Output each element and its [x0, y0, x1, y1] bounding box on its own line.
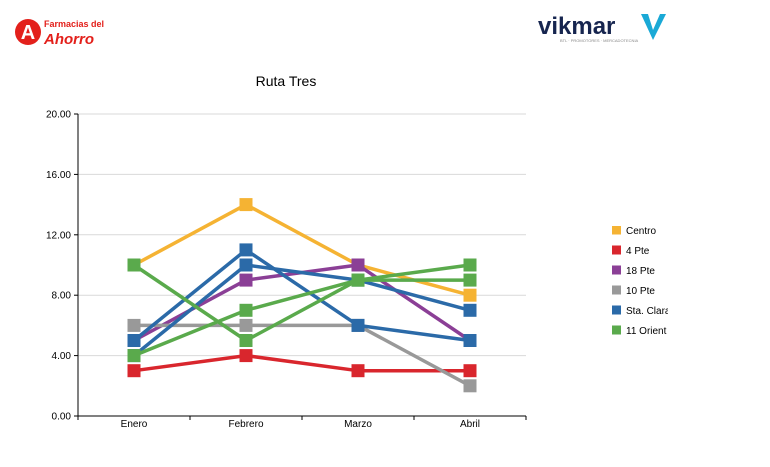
data-point	[127, 349, 141, 363]
legend-label: 18 Pte	[626, 266, 655, 277]
data-point	[463, 334, 477, 347]
axes: 0.00 4.00 8.00 12.00 16.00 20.00 Enero Febrero M…	[46, 110, 527, 430]
data-point	[239, 243, 253, 257]
series-line	[133, 263, 471, 358]
data-point	[127, 258, 141, 272]
vikmar-logo: vikmar BTL · PROMOTORES · MERCADOTECNIA	[538, 13, 666, 43]
series-group	[127, 198, 477, 393]
y-tick-label: 4.00	[52, 351, 72, 362]
data-point	[239, 318, 253, 332]
series-line	[134, 323, 471, 388]
data-point	[239, 303, 253, 317]
series-line	[133, 263, 470, 343]
legend-swatch	[612, 285, 621, 295]
farmacias-del-ahorro-logo: A Farmacias del Ahorro	[15, 19, 104, 48]
data-point	[463, 303, 477, 317]
vikmar-wordmark: vikmar	[538, 13, 615, 40]
y-tick-label: 16.00	[46, 170, 71, 181]
legend-swatch	[612, 245, 621, 255]
y-tick-label: 20.00	[46, 110, 71, 121]
data-point	[463, 288, 477, 302]
series-line	[132, 263, 471, 357]
data-point	[463, 273, 477, 287]
legend-swatch	[612, 265, 621, 275]
data-point	[239, 198, 253, 212]
legend-label: 11 Orient	[626, 326, 667, 337]
y-tick-label: 8.00	[52, 291, 72, 302]
series-line	[132, 248, 471, 343]
x-tick-label: Abril	[460, 419, 480, 430]
data-point	[239, 273, 253, 287]
data-point	[463, 364, 477, 378]
vikmar-v-icon	[641, 14, 666, 40]
x-tick-label: Marzo	[344, 419, 372, 430]
legend-label: Centro	[626, 226, 656, 237]
x-tick-label: Enero	[121, 419, 148, 430]
data-point	[351, 364, 365, 378]
data-point	[239, 258, 253, 272]
legend-swatch	[612, 325, 621, 335]
legend-swatch	[612, 305, 621, 315]
logo-circle-icon	[15, 19, 41, 45]
x-tick-label: Febrero	[228, 419, 263, 430]
series-line	[133, 353, 470, 373]
data-point	[351, 273, 365, 287]
y-tick-label: 0.00	[52, 412, 72, 423]
logo-mark: A	[21, 22, 35, 44]
legend: Centro 4 Pte 18 Pte 10 Pte Sta. Clara 11 Orie…	[612, 226, 671, 337]
data-point	[239, 334, 253, 347]
legend-swatch	[612, 226, 621, 235]
data-point	[127, 334, 141, 347]
data-point	[351, 258, 365, 272]
vikmar-tagline: BTL · PROMOTORES · MERCADOTECNIA	[560, 38, 639, 43]
legend-label: Sta. Clara	[626, 306, 671, 317]
data-point	[463, 379, 477, 393]
data-point	[127, 318, 141, 332]
chart-title: Ruta Tres	[256, 73, 317, 89]
logo-line1: Farmacias del	[44, 19, 104, 29]
data-point	[239, 349, 253, 363]
legend-label: 10 Pte	[626, 286, 655, 297]
series-line	[133, 263, 471, 343]
data-point	[127, 364, 141, 378]
y-tick-label: 12.00	[46, 230, 71, 241]
data-point	[463, 258, 477, 272]
legend-label: 4 Pte	[626, 246, 650, 257]
data-point	[351, 318, 365, 332]
logo-line2: Ahorro	[43, 31, 94, 48]
